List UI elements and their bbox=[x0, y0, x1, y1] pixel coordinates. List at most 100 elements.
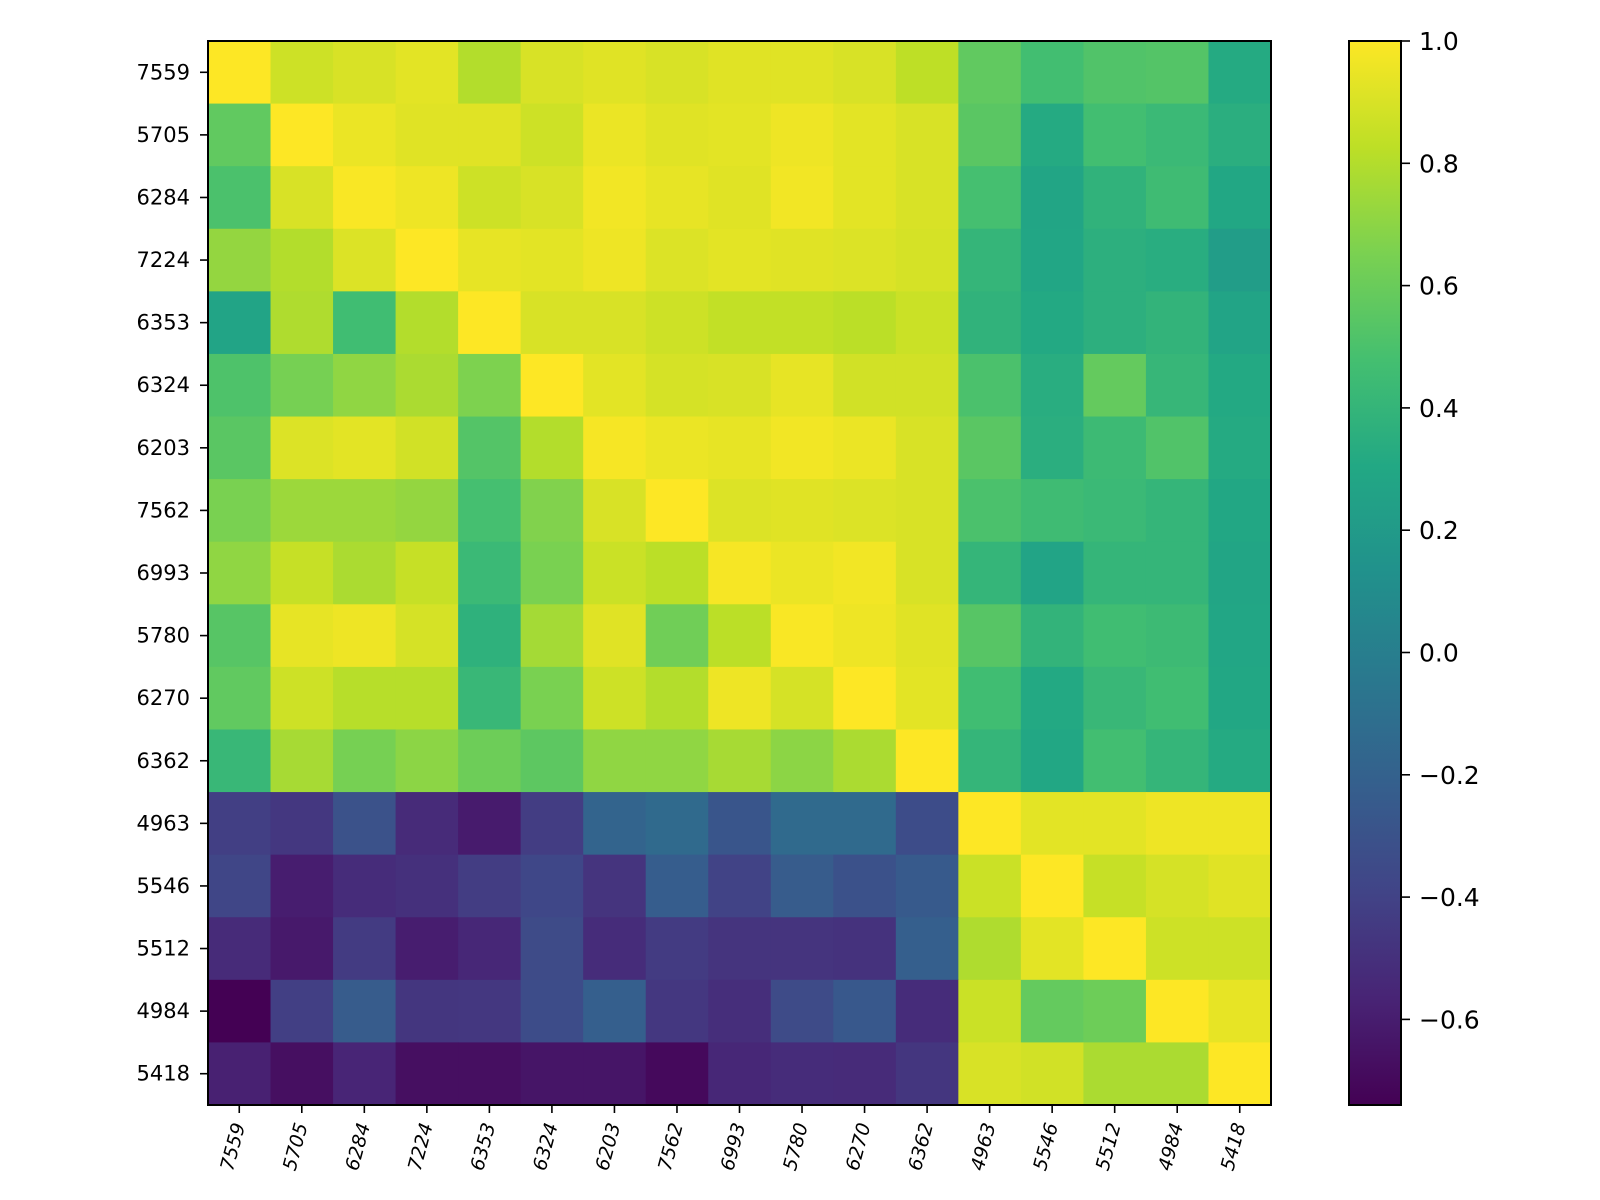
y-tick-label: 6993 bbox=[137, 561, 190, 585]
heatmap-cell-r11-c5 bbox=[520, 729, 584, 793]
heatmap-cell-r7-c6 bbox=[583, 479, 647, 543]
heatmap-cell-r15-c9 bbox=[770, 979, 834, 1044]
heatmap-cell-r15-c2 bbox=[333, 979, 397, 1044]
heatmap-cell-r6-c13 bbox=[1020, 416, 1085, 480]
heatmap-cell-r1-c7 bbox=[645, 103, 709, 167]
heatmap-cell-r13-c12 bbox=[958, 854, 1022, 918]
heatmap-cell-r15-c14 bbox=[1083, 979, 1147, 1044]
heatmap-cell-r0-c9 bbox=[770, 41, 834, 105]
heatmap-cell-r0-c11 bbox=[895, 41, 959, 105]
y-tick-label: 6284 bbox=[137, 185, 190, 209]
heatmap-cell-r7-c4 bbox=[458, 479, 522, 543]
x-tick-label: 6362 bbox=[904, 1121, 938, 1173]
heatmap-cell-r5-c6 bbox=[583, 353, 647, 418]
heatmap-cell-r14-c0 bbox=[208, 917, 272, 981]
heatmap-cell-r13-c10 bbox=[833, 854, 897, 918]
heatmap-cell-r2-c8 bbox=[708, 166, 772, 230]
y-tick-label: 4963 bbox=[137, 811, 190, 835]
heatmap-cell-r1-c11 bbox=[895, 103, 959, 167]
colorbar-axis: 1.0 0.8 0.6 0.4 0.2 0.0 −0.2 −0.4 −0.6 bbox=[1401, 27, 1480, 1034]
heatmap-cell-r8-c10 bbox=[833, 541, 897, 605]
heatmap-cell-r6-c15 bbox=[1145, 416, 1210, 480]
heatmap-cell-r5-c12 bbox=[958, 353, 1022, 418]
heatmap-cell-r6-c6 bbox=[583, 416, 647, 480]
heatmap-cell-r11-c12 bbox=[958, 729, 1022, 793]
heatmap-cell-r4-c6 bbox=[583, 291, 647, 355]
x-axis: 7559 5705 6284 7224 6353 6324 6203 7562 6993 5780… bbox=[216, 1105, 1251, 1173]
heatmap-cell-r5-c13 bbox=[1020, 353, 1085, 418]
heatmap-cell-r0-c7 bbox=[645, 41, 709, 105]
heatmap-cell-r0-c14 bbox=[1083, 41, 1147, 105]
heatmap-cell-r15-c5 bbox=[520, 979, 584, 1044]
heatmap-cell-r12-c2 bbox=[333, 792, 397, 856]
heatmap-cell-r3-c8 bbox=[708, 228, 772, 292]
heatmap-cell-r11-c0 bbox=[208, 729, 272, 793]
heatmap-cell-r13-c15 bbox=[1145, 854, 1210, 918]
heatmap-cell-r2-c0 bbox=[208, 166, 272, 230]
heatmap-cell-r4-c13 bbox=[1020, 291, 1085, 355]
heatmap-cell-r9-c9 bbox=[770, 604, 834, 668]
heatmap-cell-r12-c1 bbox=[270, 792, 334, 856]
heatmap-cell-r0-c16 bbox=[1208, 41, 1272, 105]
heatmap-cell-r16-c13 bbox=[1020, 1042, 1085, 1106]
heatmap-cell-r6-c3 bbox=[395, 416, 459, 480]
x-tick-label: 5418 bbox=[1217, 1121, 1251, 1173]
heatmap-cell-r11-c14 bbox=[1083, 729, 1147, 793]
x-tick-label: 6203 bbox=[591, 1121, 625, 1173]
heatmap-cell-r7-c8 bbox=[708, 479, 772, 543]
heatmap-cell-r3-c6 bbox=[583, 228, 647, 292]
heatmap-cell-r10-c10 bbox=[833, 666, 897, 731]
heatmap-cell-r15-c3 bbox=[395, 979, 459, 1044]
heatmap-cell-r3-c10 bbox=[833, 228, 897, 292]
heatmap-cell-r0-c12 bbox=[958, 41, 1022, 105]
heatmap-cell-r10-c4 bbox=[458, 666, 522, 731]
heatmap-cell-r7-c13 bbox=[1020, 479, 1085, 543]
heatmap-cell-r15-c0 bbox=[208, 979, 272, 1044]
x-tick-label: 6270 bbox=[842, 1121, 876, 1173]
heatmap-cell-r0-c15 bbox=[1145, 41, 1210, 105]
heatmap-cell-r8-c1 bbox=[270, 541, 334, 605]
y-tick-label: 5546 bbox=[137, 874, 190, 898]
heatmap-cell-r1-c10 bbox=[833, 103, 897, 167]
colorbar-tick-label: 0.2 bbox=[1419, 516, 1459, 545]
heatmap-cell-r5-c14 bbox=[1083, 353, 1147, 418]
heatmap-cell-r4-c4 bbox=[458, 291, 522, 355]
heatmap-cell-r13-c16 bbox=[1208, 854, 1272, 918]
heatmap-cell-r2-c9 bbox=[770, 166, 834, 230]
heatmap-cell-r7-c14 bbox=[1083, 479, 1147, 543]
heatmap-cell-r9-c0 bbox=[208, 604, 272, 668]
heatmap-cell-r4-c5 bbox=[520, 291, 584, 355]
heatmap-cell-r16-c7 bbox=[645, 1042, 709, 1106]
heatmap-cell-r8-c0 bbox=[208, 541, 272, 605]
heatmap-cell-r6-c9 bbox=[770, 416, 834, 480]
heatmap-cell-r16-c9 bbox=[770, 1042, 834, 1106]
heatmap-cell-r4-c11 bbox=[895, 291, 959, 355]
heatmap-cell-r11-c2 bbox=[333, 729, 397, 793]
colorbar-frame bbox=[1348, 40, 1402, 1106]
heatmap-cell-r15-c7 bbox=[645, 979, 709, 1044]
heatmap-cell-r4-c15 bbox=[1145, 291, 1210, 355]
heatmap-cell-r9-c3 bbox=[395, 604, 459, 668]
heatmap-cell-r15-c4 bbox=[458, 979, 522, 1044]
heatmap-cell-r6-c2 bbox=[333, 416, 397, 480]
heatmap-cell-r12-c0 bbox=[208, 792, 272, 856]
heatmap-cell-r12-c15 bbox=[1145, 792, 1210, 856]
heatmap-cell-r12-c16 bbox=[1208, 792, 1272, 856]
heatmap-cell-r2-c7 bbox=[645, 166, 709, 230]
heatmap-cell-r9-c11 bbox=[895, 604, 959, 668]
heatmap-cell-r1-c1 bbox=[270, 103, 334, 167]
heatmap-cell-r13-c13 bbox=[1020, 854, 1085, 918]
heatmap-cell-r9-c2 bbox=[333, 604, 397, 668]
heatmap-cell-r10-c14 bbox=[1083, 666, 1147, 731]
heatmap-cell-r7-c12 bbox=[958, 479, 1022, 543]
heatmap-cell-r1-c15 bbox=[1145, 103, 1210, 167]
heatmap-cell-r14-c7 bbox=[645, 917, 709, 981]
heatmap-cell-r10-c16 bbox=[1208, 666, 1272, 731]
heatmap-cell-r12-c7 bbox=[645, 792, 709, 856]
heatmap-cell-r11-c8 bbox=[708, 729, 772, 793]
heatmap-cell-r16-c15 bbox=[1145, 1042, 1210, 1106]
heatmap-cell-r10-c1 bbox=[270, 666, 334, 731]
colorbar-tick-label: 0.6 bbox=[1419, 272, 1459, 301]
heatmap-cell-r13-c1 bbox=[270, 854, 334, 918]
heatmap-cell-r4-c2 bbox=[333, 291, 397, 355]
